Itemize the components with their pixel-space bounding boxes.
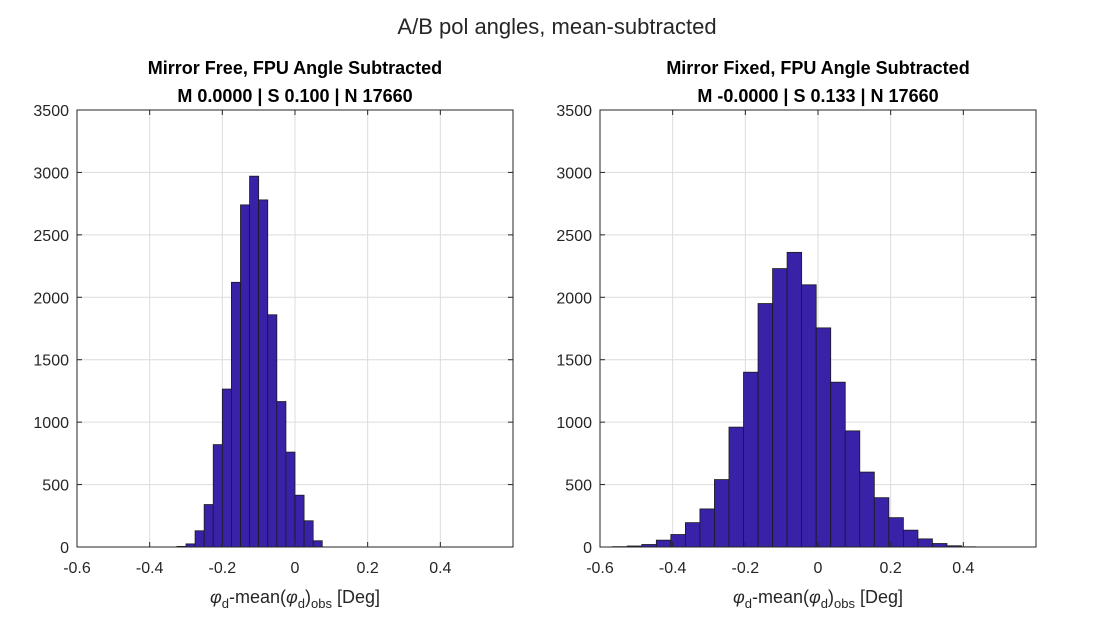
y-tick-label: 2000	[556, 290, 592, 307]
bars	[612, 251, 977, 548]
x-tick-label: -0.6	[63, 560, 91, 577]
y-tick-label: 2000	[33, 290, 69, 307]
x-tick-label: 0.4	[952, 560, 974, 577]
y-tick-label: 3500	[556, 103, 592, 120]
y-tick-label: 2500	[556, 228, 592, 245]
x-tick-label: -0.6	[586, 560, 614, 577]
histogram-bar	[212, 444, 223, 548]
panel-subtitle: M -0.0000 | S 0.133 | N 17660	[697, 86, 938, 106]
histogram-bar	[285, 451, 296, 548]
histogram-bar	[714, 479, 730, 548]
x-tick-label: 0	[814, 560, 823, 577]
histogram-bar	[194, 530, 205, 548]
y-tick-label: 1500	[556, 353, 592, 370]
histogram-bar	[258, 199, 269, 548]
histogram-bar	[231, 281, 241, 548]
histogram-bar	[312, 540, 323, 548]
histogram-panel-mirror-free: Mirror Free, FPU Angle Subtracted M 0.00…	[33, 58, 514, 611]
x-tick-label: 0	[291, 560, 300, 577]
x-tick-label: -0.4	[136, 560, 164, 577]
histogram-bar	[757, 303, 773, 548]
y-tick-label: 500	[42, 478, 69, 495]
x-tick-label: -0.2	[732, 560, 760, 577]
histogram-bar	[303, 520, 314, 548]
histogram-bar	[743, 371, 759, 548]
x-axis-label: φd-mean(φd)obs [Deg]	[733, 587, 903, 611]
histogram-bar	[902, 529, 919, 548]
histogram-bar	[917, 538, 933, 548]
histogram-bar	[801, 284, 817, 548]
x-tick-label: 0.4	[429, 560, 451, 577]
y-tick-label: 0	[583, 540, 592, 557]
y-tick-label: 0	[60, 540, 69, 557]
panel-subtitle: M 0.0000 | S 0.100 | N 17660	[177, 86, 412, 106]
histogram-bar	[699, 508, 715, 548]
histogram-bar	[267, 314, 278, 548]
x-axis-label: φd-mean(φd)obs [Deg]	[210, 587, 380, 611]
histogram-bar	[728, 426, 744, 548]
histogram-panel-mirror-fixed: Mirror Fixed, FPU Angle Subtracted M -0.…	[556, 58, 1037, 611]
axes	[76, 109, 514, 548]
y-tick-label: 1000	[556, 415, 592, 432]
y-tick-labels: 0 500 1000 1500 2000 2500 3000 3500	[33, 103, 69, 557]
histogram-bar	[203, 504, 214, 548]
x-tick-label: 0.2	[357, 560, 379, 577]
histogram-bar	[786, 251, 803, 548]
histogram-bar	[221, 388, 232, 548]
x-tick-labels: -0.6 -0.4 -0.2 0 0.2 0.4	[63, 560, 451, 577]
histogram-bar	[932, 543, 948, 548]
x-tick-label: -0.4	[659, 560, 687, 577]
panel-title: Mirror Fixed, FPU Angle Subtracted	[666, 58, 969, 78]
y-tick-label: 3000	[556, 165, 592, 182]
histogram-bar	[830, 381, 846, 548]
histogram-bar	[240, 204, 250, 548]
histogram-bar	[772, 268, 788, 548]
panel-title: Mirror Free, FPU Angle Subtracted	[148, 58, 442, 78]
histogram-bar	[276, 401, 287, 548]
figure-title: A/B pol angles, mean-subtracted	[397, 14, 716, 39]
y-tick-label: 1500	[33, 353, 69, 370]
y-tick-label: 3500	[33, 103, 69, 120]
x-tick-labels: -0.6 -0.4 -0.2 0 0.2 0.4	[586, 560, 974, 577]
histogram-bar	[294, 494, 305, 548]
y-tick-labels: 0 500 1000 1500 2000 2500 3000 3500	[556, 103, 592, 557]
x-tick-label: 0.2	[880, 560, 902, 577]
y-tick-label: 2500	[33, 228, 69, 245]
y-tick-label: 1000	[33, 415, 69, 432]
y-tick-label: 500	[565, 478, 592, 495]
histogram-bar	[859, 471, 875, 548]
bars	[176, 175, 323, 548]
histogram-bar	[684, 522, 701, 548]
histogram-bar	[815, 327, 832, 548]
x-tick-label: -0.2	[209, 560, 237, 577]
histogram-bar	[844, 430, 861, 548]
histogram-bar	[655, 539, 672, 548]
y-tick-label: 3000	[33, 165, 69, 182]
axes	[599, 109, 1037, 548]
histogram-bar	[873, 497, 890, 548]
histogram-bar	[249, 175, 260, 548]
